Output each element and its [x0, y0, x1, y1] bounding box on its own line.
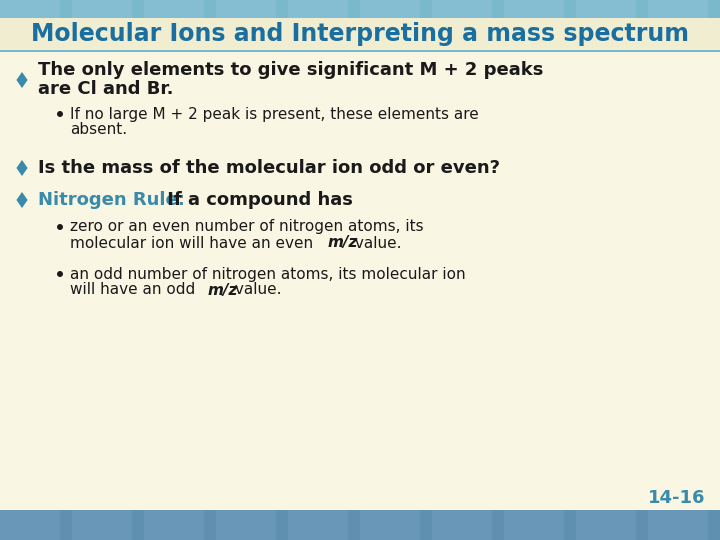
Text: value.: value.: [350, 235, 402, 251]
FancyBboxPatch shape: [0, 52, 720, 510]
FancyBboxPatch shape: [216, 0, 276, 18]
FancyBboxPatch shape: [648, 510, 708, 540]
Text: will have an odd: will have an odd: [70, 282, 200, 298]
Polygon shape: [17, 192, 27, 208]
FancyBboxPatch shape: [648, 0, 708, 18]
Circle shape: [57, 271, 63, 277]
Text: absent.: absent.: [70, 123, 127, 138]
FancyBboxPatch shape: [504, 510, 564, 540]
FancyBboxPatch shape: [216, 510, 276, 540]
FancyBboxPatch shape: [0, 510, 720, 540]
Text: value.: value.: [230, 282, 282, 298]
FancyBboxPatch shape: [0, 510, 60, 540]
FancyBboxPatch shape: [144, 510, 204, 540]
Text: molecular ion will have an even: molecular ion will have an even: [70, 235, 318, 251]
FancyBboxPatch shape: [0, 18, 720, 50]
Text: If no large M + 2 peak is present, these elements are: If no large M + 2 peak is present, these…: [70, 106, 479, 122]
FancyBboxPatch shape: [576, 0, 636, 18]
Text: an odd number of nitrogen atoms, its molecular ion: an odd number of nitrogen atoms, its mol…: [70, 267, 466, 281]
Circle shape: [57, 111, 63, 117]
Polygon shape: [17, 160, 27, 176]
FancyBboxPatch shape: [0, 50, 720, 52]
Text: zero or an even number of nitrogen atoms, its: zero or an even number of nitrogen atoms…: [70, 219, 423, 234]
FancyBboxPatch shape: [504, 0, 564, 18]
Text: If a compound has: If a compound has: [161, 191, 353, 209]
Text: Nitrogen Rule:: Nitrogen Rule:: [38, 191, 185, 209]
Polygon shape: [17, 72, 27, 88]
FancyBboxPatch shape: [288, 510, 348, 540]
FancyBboxPatch shape: [360, 510, 420, 540]
Text: m/z: m/z: [208, 282, 238, 298]
FancyBboxPatch shape: [576, 510, 636, 540]
Text: The only elements to give significant M + 2 peaks: The only elements to give significant M …: [38, 61, 544, 79]
FancyBboxPatch shape: [432, 0, 492, 18]
Text: Is the mass of the molecular ion odd or even?: Is the mass of the molecular ion odd or …: [38, 159, 500, 177]
Circle shape: [57, 224, 63, 230]
FancyBboxPatch shape: [360, 0, 420, 18]
FancyBboxPatch shape: [432, 510, 492, 540]
FancyBboxPatch shape: [0, 0, 60, 18]
Text: m/z: m/z: [328, 235, 359, 251]
Text: 14-16: 14-16: [647, 489, 705, 507]
FancyBboxPatch shape: [288, 0, 348, 18]
FancyBboxPatch shape: [72, 0, 132, 18]
FancyBboxPatch shape: [144, 0, 204, 18]
Text: are Cl and Br.: are Cl and Br.: [38, 80, 174, 98]
FancyBboxPatch shape: [72, 510, 132, 540]
Text: Molecular Ions and Interpreting a mass spectrum: Molecular Ions and Interpreting a mass s…: [31, 22, 689, 46]
FancyBboxPatch shape: [0, 0, 720, 18]
